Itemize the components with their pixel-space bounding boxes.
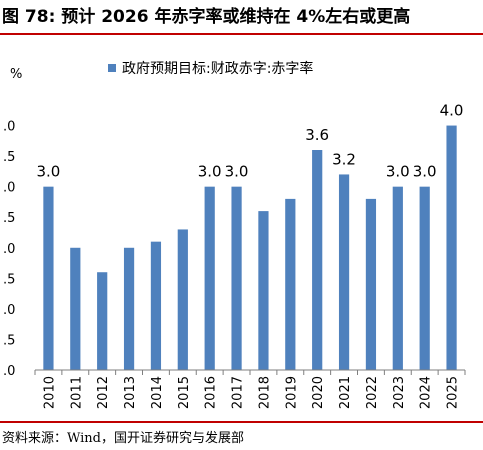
data-label-2025: 4.0 [440,102,464,120]
x-tick-label-2021: 2021 [338,376,353,409]
source-note: 资料来源：Wind，国开证券研究与发展部 [2,431,244,446]
bar-2012 [97,272,108,370]
x-axis-ticks: 2010 2011 2012 2013 2014 2015 2016 2017 2018 2019… [34,370,466,409]
y-axis-label: % [10,67,22,82]
bar-2022 [365,198,377,370]
bar-2010 [43,186,54,370]
bar-2019 [285,198,296,370]
x-tick-label-2013: 2013 [123,376,138,409]
x-tick-label-2024: 2024 [419,376,434,409]
x-tick-label-2025: 2025 [446,376,461,409]
y-tick-label: .0 [3,181,15,196]
x-tick-label-2019: 2019 [284,376,299,409]
x-tick-label-2018: 2018 [257,376,272,409]
y-tick-label: .5 [3,150,15,165]
y-tick-label: .0 [3,364,15,379]
x-tick-label-2011: 2011 [69,376,84,409]
y-tick-label: .5 [3,333,15,348]
x-tick-label-2017: 2017 [231,376,246,409]
y-axis-ticks: .0 .5 .0 .5 .0 .5 .0 .5 .0 [3,120,15,379]
bar-series [43,125,457,370]
legend-swatch [108,64,116,72]
x-tick-label-2022: 2022 [365,376,380,409]
data-label-2021: 3.2 [332,150,356,168]
bar-2025 [446,125,457,370]
data-label-2016: 3.0 [198,163,222,181]
y-tick-label: .0 [3,120,15,135]
source-divider [0,421,483,423]
x-tick-label-2010: 2010 [42,376,57,409]
data-label-2010: 3.0 [37,163,61,181]
bar-2018 [258,211,269,370]
data-labels: 3.0 3.0 3.03.63.23.0 3.04.0 [37,102,464,181]
x-tick-label-2023: 2023 [392,376,407,409]
legend-label: 政府预期目标:财政赤字:赤字率 [122,61,314,77]
data-label-2020: 3.6 [305,126,329,144]
y-tick-label: .5 [3,272,15,287]
bar-2016 [204,186,215,370]
x-tick-label-2020: 2020 [311,376,326,409]
bar-2014 [150,241,162,370]
bar-2015 [177,229,188,370]
bar-2013 [123,247,135,370]
data-label-2017: 3.0 [225,163,249,181]
bar-2017 [231,186,242,370]
bar-2021 [338,174,350,370]
y-tick-label: .5 [3,211,15,226]
x-tick-label-2014: 2014 [150,376,165,409]
bar-2011 [70,247,81,370]
bar-2024 [419,186,430,370]
data-label-2024: 3.0 [413,163,437,181]
bar-2020 [312,150,323,370]
figure-title: 图 78: 预计 2026 年赤字率或维持在 4%左右或更高 [2,7,411,27]
title-divider [0,33,483,35]
x-tick-label-2012: 2012 [96,376,111,409]
x-tick-label-2015: 2015 [177,376,192,409]
y-tick-label: .0 [3,242,15,257]
bar-2023 [392,186,403,370]
data-label-2023: 3.0 [386,163,410,181]
bar-chart: % .0.5.0.5.0.5.0.5.0 3.0 3.0 3.03.63.23.0 3… [3,67,466,409]
chart-legend: 政府预期目标:财政赤字:赤字率 [108,58,313,78]
y-tick-label: .0 [3,303,15,318]
x-tick-label-2016: 2016 [204,376,219,409]
